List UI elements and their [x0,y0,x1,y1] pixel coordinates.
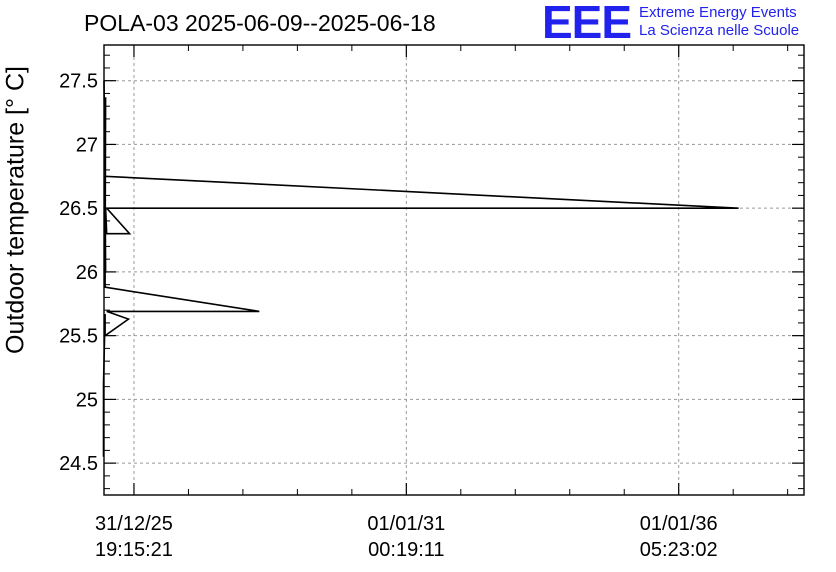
axis-ticks [104,45,804,495]
logo-mark: EEE [542,0,632,48]
y-tick-label: 26.5 [59,198,98,220]
y-axis-label: Outdoor temperature [° C] [1,66,30,354]
y-tick-label: 25.5 [59,326,98,348]
x-tick-label: 01/01/31 [367,513,445,535]
y-tick-label: 26 [76,262,98,284]
grid-lines [104,45,804,495]
x-tick-label: 00:19:11 [368,539,444,561]
y-tick-label: 27.5 [59,71,98,93]
y-tick-label: 27 [76,134,98,156]
eee-logo: EEE Extreme Energy Events La Scienza nel… [542,0,799,48]
logo-text: Extreme Energy Events La Scienza nelle S… [639,4,799,40]
x-tick-label: 01/01/36 [640,513,718,535]
y-tick-label: 25 [76,389,98,411]
logo-line-2: La Scienza nelle Scuole [639,22,800,39]
y-tick-labels: 24.5 25 25.5 26 26.5 27 27.5 [59,71,98,475]
x-tick-label: 05:23:02 [640,539,718,561]
plot-frame [103,44,805,496]
series-group [102,80,739,457]
y-tick-label: 24.5 [59,453,98,475]
x-tick-labels: 31/12/25 19:15:21 01/01/31 00:19:11 01/01/36… [95,513,718,561]
logo-line-1: Extreme Energy Events [639,4,797,21]
chart-title: POLA-03 2025-06-09--2025-06-18 [84,10,436,36]
series-line-0 [102,80,739,457]
x-tick-label: 19:15:21 [95,539,173,561]
x-tick-label: 31/12/25 [95,513,173,535]
